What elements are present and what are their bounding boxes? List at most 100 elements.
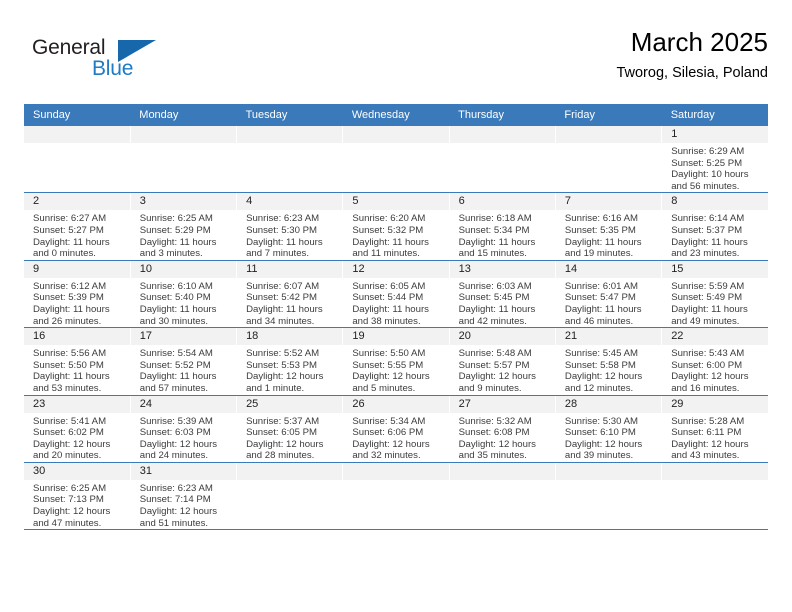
calendar-day-cell[interactable]: 28 Sunrise: 5:30 AM Sunset: 6:10 PM Dayligh…: [555, 395, 663, 463]
sunrise-time: Sunrise: 6:12 AM: [33, 280, 107, 292]
day-number: 11: [237, 260, 343, 278]
calendar-day-cell[interactable]: 29 Sunrise: 5:28 AM Sunset: 6:11 PM Dayligh…: [661, 395, 768, 463]
sunset-time: Sunset: 5:44 PM: [352, 292, 424, 304]
page-header: General Blue March 2025 Tworog, Silesia,…: [24, 26, 768, 98]
sunset-time: Sunset: 5:37 PM: [671, 224, 743, 236]
calendar-day-cell[interactable]: 19 Sunrise: 5:50 AM Sunset: 5:55 PM Dayligh…: [342, 327, 450, 396]
sunrise-time: Sunrise: 6:23 AM: [246, 213, 320, 225]
calendar-day-cell[interactable]: 26 Sunrise: 5:34 AM Sunset: 6:06 PM Dayligh…: [342, 395, 450, 463]
day-sun-info: Sunrise: 6:25 AM Sunset: 7:13 PM Daylight:…: [24, 480, 130, 529]
sunrise-time: Sunrise: 5:52 AM: [246, 348, 320, 360]
sunset-time: Sunset: 6:08 PM: [458, 427, 530, 439]
weekday-header-tuesday: Tuesday: [236, 104, 343, 126]
daylight-duration-line2: and 51 minutes.: [139, 517, 209, 529]
page-title: March 2025: [630, 27, 768, 57]
sunset-time: Sunset: 5:29 PM: [139, 224, 211, 236]
calendar-day-cell[interactable]: 24 Sunrise: 5:39 AM Sunset: 6:03 PM Dayligh…: [130, 395, 238, 463]
calendar-day-cell[interactable]: 18 Sunrise: 5:52 AM Sunset: 5:53 PM Dayligh…: [236, 327, 344, 396]
calendar-day-cell[interactable]: 25 Sunrise: 5:37 AM Sunset: 6:05 PM Dayligh…: [236, 395, 344, 463]
calendar-day-cell[interactable]: 8 Sunrise: 6:14 AM Sunset: 5:37 PM Daylight…: [661, 192, 768, 261]
sunrise-time: Sunrise: 6:07 AM: [246, 280, 320, 292]
calendar-empty-cell: [236, 126, 344, 194]
sunrise-time: Sunrise: 6:20 AM: [352, 213, 426, 225]
calendar-day-cell[interactable]: 12 Sunrise: 6:05 AM Sunset: 5:44 PM Dayligh…: [342, 260, 450, 329]
daylight-duration-line2: and 38 minutes.: [352, 315, 421, 327]
calendar-day-cell[interactable]: 27 Sunrise: 5:32 AM Sunset: 6:08 PM Dayligh…: [449, 395, 556, 463]
calendar-day-cell[interactable]: 21 Sunrise: 5:45 AM Sunset: 5:58 PM Dayligh…: [555, 327, 663, 396]
day-cell-inner: [449, 462, 555, 530]
daylight-duration-line2: and 24 minutes.: [139, 450, 209, 462]
calendar-day-cell[interactable]: 11 Sunrise: 6:07 AM Sunset: 5:42 PM Dayligh…: [236, 260, 344, 329]
day-number: [24, 126, 130, 143]
day-sun-info: Sunrise: 6:16 AM Sunset: 5:35 PM Daylight:…: [556, 210, 661, 259]
calendar-day-cell[interactable]: 6 Sunrise: 6:18 AM Sunset: 5:34 PM Daylight…: [449, 192, 556, 261]
sunset-time: Sunset: 5:49 PM: [671, 292, 743, 304]
weekday-header-friday: Friday: [555, 104, 662, 126]
sunrise-time: Sunrise: 6:29 AM: [671, 146, 745, 157]
daylight-duration-line2: and 23 minutes.: [671, 248, 740, 260]
day-cell-inner: 1 Sunrise: 6:29 AM Sunset: 5:25 PM Daylight…: [662, 126, 768, 192]
day-number: 30: [24, 462, 130, 480]
daylight-duration-line1: Daylight: 11 hours: [246, 236, 323, 248]
calendar-day-cell[interactable]: 4 Sunrise: 6:23 AM Sunset: 5:30 PM Daylight…: [236, 192, 344, 261]
calendar-day-cell[interactable]: 17 Sunrise: 5:54 AM Sunset: 5:52 PM Dayligh…: [130, 327, 238, 396]
calendar-day-cell[interactable]: 3 Sunrise: 6:25 AM Sunset: 5:29 PM Daylight…: [130, 192, 238, 261]
day-number: 27: [449, 395, 555, 413]
calendar-day-cell[interactable]: 30 Sunrise: 6:25 AM Sunset: 7:13 PM Dayligh…: [24, 462, 131, 531]
day-sun-info: Sunrise: 5:30 AM Sunset: 6:10 PM Daylight:…: [556, 413, 661, 462]
daylight-duration-line1: Daylight: 11 hours: [458, 303, 536, 315]
sunset-time: Sunset: 6:03 PM: [139, 427, 211, 439]
weekday-header-sunday: Sunday: [24, 104, 131, 126]
sunset-time: Sunset: 6:06 PM: [352, 427, 424, 439]
sunset-time: Sunset: 6:11 PM: [671, 427, 742, 439]
calendar-day-cell[interactable]: 1 Sunrise: 6:29 AM Sunset: 5:25 PM Daylight…: [661, 126, 768, 194]
calendar-day-cell[interactable]: 7 Sunrise: 6:16 AM Sunset: 5:35 PM Daylight…: [555, 192, 663, 261]
sunrise-time: Sunrise: 6:16 AM: [564, 213, 638, 225]
sunrise-time: Sunrise: 5:56 AM: [33, 348, 107, 360]
calendar-day-cell[interactable]: 15 Sunrise: 5:59 AM Sunset: 5:49 PM Dayligh…: [661, 260, 768, 329]
day-number: [449, 462, 555, 480]
daylight-duration-line1: Daylight: 11 hours: [33, 303, 110, 315]
weekday-header-monday: Monday: [130, 104, 237, 126]
daylight-duration-line1: Daylight: 11 hours: [352, 303, 429, 315]
day-sun-info: Sunrise: 6:27 AM Sunset: 5:27 PM Daylight:…: [24, 210, 130, 259]
calendar-day-cell[interactable]: 31 Sunrise: 6:23 AM Sunset: 7:14 PM Dayligh…: [130, 462, 238, 531]
calendar-day-cell[interactable]: 23 Sunrise: 5:41 AM Sunset: 6:02 PM Dayligh…: [24, 395, 131, 463]
daylight-duration-line2: and 30 minutes.: [139, 315, 209, 327]
calendar-empty-cell: [24, 126, 131, 194]
day-sun-info: Sunrise: 5:50 AM Sunset: 5:55 PM Daylight:…: [343, 345, 448, 394]
daylight-duration-line1: Daylight: 12 hours: [458, 371, 536, 383]
day-sun-info: Sunrise: 5:41 AM Sunset: 6:02 PM Daylight:…: [24, 413, 130, 462]
weekday-header-saturday: Saturday: [661, 104, 768, 126]
sunrise-time: Sunrise: 6:01 AM: [564, 280, 638, 292]
daylight-duration-line1: Daylight: 12 hours: [352, 371, 430, 383]
daylight-duration-line1: Daylight: 12 hours: [352, 438, 430, 450]
day-sun-info: Sunrise: 5:48 AM Sunset: 5:57 PM Daylight:…: [450, 345, 555, 394]
daylight-duration-line1: Daylight: 12 hours: [246, 371, 324, 383]
daylight-duration-line1: Daylight: 12 hours: [671, 438, 749, 450]
calendar-day-cell[interactable]: 22 Sunrise: 5:43 AM Sunset: 6:00 PM Dayligh…: [661, 327, 768, 396]
daylight-duration-line2: and 43 minutes.: [671, 450, 740, 462]
day-sun-info: Sunrise: 5:52 AM Sunset: 5:53 PM Daylight:…: [237, 345, 342, 394]
day-number: 29: [662, 395, 768, 413]
daylight-duration-line1: Daylight: 11 hours: [564, 303, 642, 315]
sunset-time: Sunset: 7:14 PM: [139, 494, 211, 506]
day-sun-info: Sunrise: 6:25 AM Sunset: 5:29 PM Daylight:…: [131, 210, 236, 259]
day-cell-inner: 26 Sunrise: 5:34 AM Sunset: 6:06 PM Dayligh…: [343, 395, 449, 462]
day-number: 26: [343, 395, 449, 413]
calendar-day-cell[interactable]: 13 Sunrise: 6:03 AM Sunset: 5:45 PM Dayligh…: [449, 260, 556, 329]
calendar-day-cell[interactable]: 20 Sunrise: 5:48 AM Sunset: 5:57 PM Dayligh…: [449, 327, 556, 396]
calendar-day-cell[interactable]: 14 Sunrise: 6:01 AM Sunset: 5:47 PM Dayligh…: [555, 260, 663, 329]
calendar-day-cell[interactable]: 10 Sunrise: 6:10 AM Sunset: 5:40 PM Dayligh…: [130, 260, 238, 329]
general-blue-logo[interactable]: General Blue: [32, 36, 162, 88]
calendar-day-cell[interactable]: 2 Sunrise: 6:27 AM Sunset: 5:27 PM Daylight…: [24, 192, 131, 261]
page-subtitle: Tworog, Silesia, Poland: [616, 65, 768, 81]
calendar-day-cell[interactable]: 5 Sunrise: 6:20 AM Sunset: 5:32 PM Daylight…: [342, 192, 450, 261]
sunset-time: Sunset: 5:52 PM: [139, 359, 211, 371]
calendar-day-cell[interactable]: 9 Sunrise: 6:12 AM Sunset: 5:39 PM Daylight…: [24, 260, 131, 329]
daylight-duration-line1: Daylight: 12 hours: [671, 371, 749, 383]
sunset-time: Sunset: 5:58 PM: [564, 359, 636, 371]
calendar-day-cell[interactable]: 16 Sunrise: 5:56 AM Sunset: 5:50 PM Dayligh…: [24, 327, 131, 396]
sunrise-time: Sunrise: 6:18 AM: [458, 213, 532, 225]
